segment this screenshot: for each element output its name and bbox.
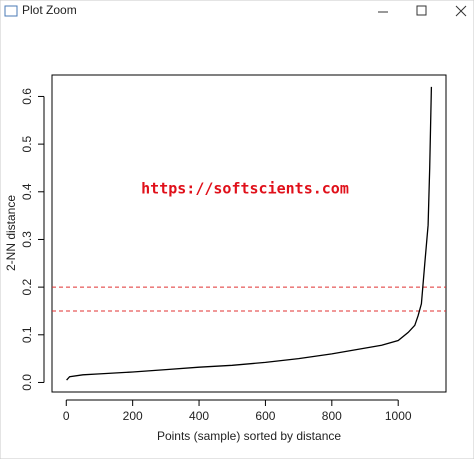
y-tick-label: 0.0	[20, 374, 34, 391]
x-axis-title: Points (sample) sorted by distance	[157, 429, 341, 443]
window-title: Plot Zoom	[22, 3, 77, 17]
y-tick-label: 0.6	[20, 88, 34, 105]
maximize-button[interactable]	[416, 5, 427, 16]
y-tick-label: 0.1	[20, 326, 34, 343]
app-icon	[4, 5, 18, 17]
annotation: https://softscients.com	[141, 180, 349, 198]
x-tick-label: 600	[255, 409, 275, 423]
y-tick-label: 0.4	[20, 183, 34, 200]
y-tick-label: 0.2	[20, 278, 34, 295]
x-tick-label: 400	[189, 409, 209, 423]
x-tick-label: 0	[63, 409, 70, 423]
plot-box	[51, 74, 447, 393]
x-tick-label: 200	[123, 409, 143, 423]
y-tick-label: 0.5	[20, 135, 34, 152]
close-button[interactable]	[455, 5, 467, 17]
title-bar: Plot Zoom	[4, 3, 467, 17]
y-tick-label: 0.3	[20, 231, 34, 248]
data-line	[66, 86, 433, 381]
y-axis-title: 2-NN distance	[4, 195, 18, 271]
x-tick-label: 800	[322, 409, 342, 423]
x-tick-label: 1000	[385, 409, 412, 423]
